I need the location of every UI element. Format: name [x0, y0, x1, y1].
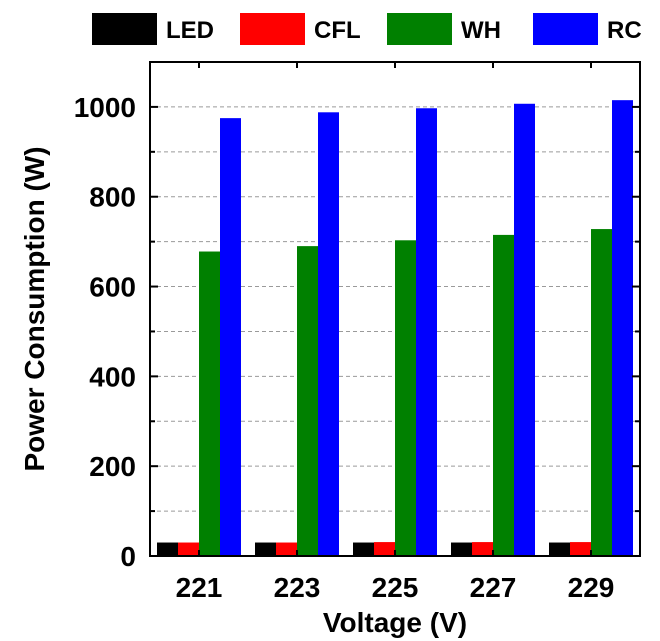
bar-rc-225	[416, 108, 437, 557]
bar-rc-221	[220, 118, 241, 557]
bar-led-227	[451, 542, 472, 556]
legend-label-rc: RC	[607, 17, 642, 44]
legend-label-wh: WH	[461, 17, 501, 44]
bars	[157, 100, 633, 557]
bar-led-225	[353, 542, 374, 556]
x-axis-title: Voltage (V)	[323, 607, 467, 638]
x-tick-label: 227	[470, 572, 517, 603]
y-tick-label: 200	[89, 451, 136, 482]
legend-swatch-cfl	[240, 13, 305, 45]
bar-led-229	[549, 542, 570, 556]
x-tick-label: 229	[568, 572, 615, 603]
bar-led-221	[157, 542, 178, 556]
x-tick-label: 223	[274, 572, 321, 603]
y-axis-title: Power Consumption (W)	[19, 146, 50, 471]
axis-ticks: 0 200 400 600 800 1000 221 223 225 227 229	[74, 61, 640, 603]
bar-wh-225	[395, 240, 416, 556]
legend-swatch-rc	[533, 13, 598, 45]
bar-rc-229	[612, 100, 633, 556]
legend-swatch-wh	[387, 13, 452, 45]
y-tick-label: 0	[120, 541, 136, 572]
bar-cfl-227	[472, 542, 493, 556]
y-tick-label: 1000	[74, 92, 136, 123]
bar-cfl-229	[570, 542, 591, 556]
bar-wh-221	[199, 251, 220, 556]
bar-wh-229	[591, 229, 612, 556]
bar-wh-223	[297, 246, 318, 557]
x-tick-label: 221	[176, 572, 223, 603]
bar-rc-223	[318, 112, 339, 556]
bar-rc-227	[514, 103, 535, 557]
y-tick-label: 800	[89, 182, 136, 213]
legend: LED CFL WH RC	[92, 13, 642, 45]
y-tick-label: 600	[89, 272, 136, 303]
bar-cfl-221	[178, 542, 199, 556]
x-tick-label: 225	[372, 572, 419, 603]
legend-label-cfl: CFL	[314, 17, 361, 44]
bar-cfl-225	[374, 542, 395, 556]
y-tick-label: 400	[89, 361, 136, 392]
bar-wh-227	[493, 234, 514, 556]
bar-cfl-223	[276, 542, 297, 556]
bar-led-223	[255, 542, 276, 556]
legend-swatch-led	[92, 13, 157, 45]
legend-label-led: LED	[166, 17, 214, 44]
